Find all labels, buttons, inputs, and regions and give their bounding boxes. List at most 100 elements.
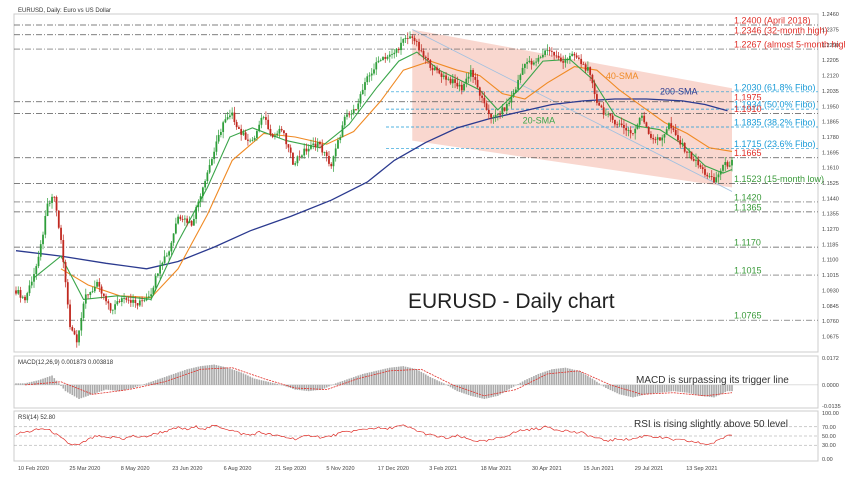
macd-bar <box>564 367 567 385</box>
candle-body <box>249 140 252 142</box>
candle-body <box>440 73 443 77</box>
candle-body <box>535 61 538 63</box>
candle-body <box>39 244 42 257</box>
macd-bar <box>278 384 281 385</box>
candle-body <box>692 158 695 161</box>
candle-body <box>226 117 229 120</box>
candle-body <box>46 203 49 216</box>
level-label-4: 1.1975 <box>734 92 762 102</box>
candle-body <box>265 117 267 120</box>
candle-body <box>476 79 479 88</box>
macd-bar <box>48 376 51 385</box>
macd-bar <box>105 384 107 390</box>
macd-bar <box>118 384 121 392</box>
macd-bar <box>19 383 22 385</box>
candle-body <box>618 123 621 125</box>
candle-body <box>722 165 724 171</box>
macd-bar <box>692 384 695 395</box>
macd-bar <box>463 384 465 394</box>
candle-body <box>141 300 143 302</box>
macd-bar <box>379 369 382 385</box>
candle-body <box>436 67 438 71</box>
candle-body <box>564 60 567 63</box>
candle-body <box>708 176 711 177</box>
candle-body <box>586 67 589 71</box>
candle-body <box>51 196 53 203</box>
candle-body <box>145 297 148 301</box>
macd-bar <box>310 384 312 391</box>
macd-bar <box>238 371 240 385</box>
macd-bar <box>497 384 499 396</box>
candle-body <box>499 114 501 115</box>
macd-bar <box>287 384 290 388</box>
candle-body <box>28 285 31 294</box>
macd-tick-0: 0.0172 <box>822 356 839 362</box>
candle-body <box>625 127 628 131</box>
macd-bar <box>728 384 731 392</box>
macd-bar <box>62 384 65 389</box>
candle-body <box>37 256 40 267</box>
macd-bar <box>589 377 591 385</box>
price-tick-17: 1.1015 <box>822 273 839 279</box>
macd-bar <box>458 384 461 392</box>
candle-body <box>138 300 141 306</box>
candle-body <box>451 79 454 84</box>
macd-annotation: MACD is surpassing its trigger line <box>636 375 789 386</box>
candle-body <box>78 330 80 343</box>
macd-bar <box>346 379 348 385</box>
candle-body <box>602 107 605 115</box>
candle-body <box>537 57 540 62</box>
candle-body <box>256 131 258 138</box>
macd-bar <box>123 384 125 391</box>
macd-bar <box>130 384 132 389</box>
candle-body <box>510 96 513 103</box>
macd-bar <box>539 373 542 385</box>
candle-body <box>287 144 290 148</box>
candle-body <box>418 41 420 51</box>
candle-body <box>204 181 207 188</box>
macd-bar <box>438 381 441 385</box>
candle-body <box>636 124 639 129</box>
macd-bar <box>479 384 481 398</box>
time-tick-1: 25 Mar 2020 <box>69 466 100 472</box>
candle-body <box>89 292 92 296</box>
candle-body <box>683 142 686 152</box>
candle-body <box>26 293 29 301</box>
macd-bar <box>35 380 38 385</box>
candle-body <box>296 156 299 164</box>
macd-bar <box>553 368 555 385</box>
macd-bar <box>715 384 718 397</box>
candle-body <box>715 177 718 183</box>
macd-bar <box>316 384 319 391</box>
macd-bar <box>656 384 659 393</box>
macd-bar <box>402 366 405 385</box>
candle-body <box>532 62 535 65</box>
macd-tick-2: -0.0135 <box>822 404 841 410</box>
candle-body <box>197 201 200 208</box>
macd-bar <box>591 378 594 385</box>
macd-bar <box>695 384 697 395</box>
candle-body <box>420 50 423 52</box>
macd-bar <box>397 366 400 385</box>
candle-body <box>575 55 578 58</box>
macd-bar <box>24 383 26 385</box>
candle-body <box>492 116 495 118</box>
macd-bar <box>517 384 519 385</box>
candle-body <box>109 303 112 311</box>
candle-body <box>53 196 56 198</box>
candle-body <box>463 83 465 91</box>
macd-bar <box>611 384 614 392</box>
candle-body <box>222 122 225 133</box>
candle-body <box>620 123 623 125</box>
candle-body <box>487 109 490 115</box>
time-tick-5: 21 Sep 2020 <box>275 466 306 472</box>
candle-body <box>449 78 452 84</box>
rsi-tick-1: 70.00 <box>822 425 836 431</box>
macd-bar <box>312 384 315 391</box>
candle-body <box>442 75 445 77</box>
candle-body <box>406 38 409 39</box>
candle-body <box>593 83 596 95</box>
candle-body <box>404 38 407 39</box>
candle-body <box>400 42 402 51</box>
price-tick-11: 1.1525 <box>822 181 839 187</box>
